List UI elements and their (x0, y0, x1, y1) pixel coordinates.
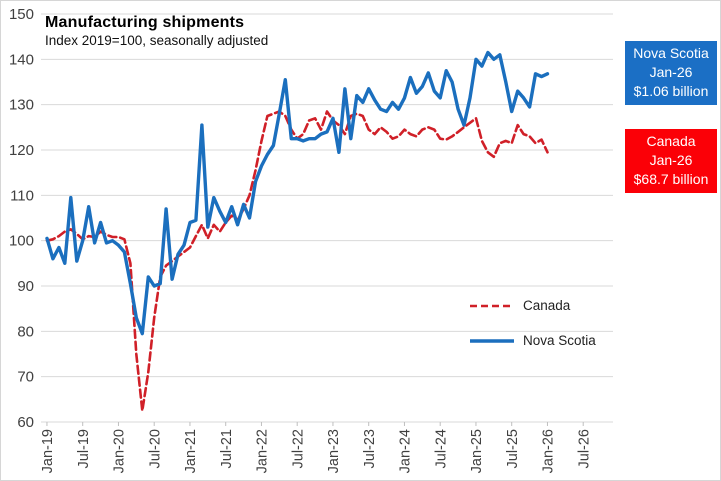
x-axis-tick-label: Jul-22 (290, 429, 306, 469)
series-line-canada (45, 110, 549, 413)
x-axis-tick-label: Jan-21 (183, 429, 199, 473)
y-axis-tick-label: 120 (9, 142, 34, 159)
callout-ns-date: Jan-26 (649, 64, 693, 80)
legend-label-nova-scotia: Nova Scotia (523, 333, 596, 348)
x-axis-tick-label: Jan-25 (469, 429, 485, 473)
x-axis-tick-label: Jan-23 (326, 429, 342, 473)
y-axis-tick-label: 150 (9, 6, 34, 23)
nova-scotia-solid-line-icon (470, 338, 514, 343)
x-axis-tick-label: Jul-26 (576, 429, 592, 469)
x-axis-tick-label: Jan-20 (112, 429, 128, 473)
title-block: Manufacturing shipments Index 2019=100, … (45, 13, 268, 49)
y-axis-tick-label: 60 (17, 414, 34, 431)
x-axis-tick-label: Jan-22 (255, 429, 271, 473)
x-axis-tick-label: Jul-25 (505, 429, 521, 469)
callout-canada-date: Jan-26 (649, 152, 693, 168)
callout-canada-series: Canada (646, 133, 696, 149)
legend-item-nova-scotia: Nova Scotia (469, 333, 596, 348)
callout-ns-value: $1.06 billion (633, 83, 709, 99)
callout-ns-series: Nova Scotia (633, 45, 709, 61)
y-axis-tick-label: 100 (9, 233, 34, 250)
legend-item-canada: Canada (469, 298, 570, 313)
y-axis-tick-label: 90 (17, 278, 34, 295)
canada-dashed-line-icon (470, 304, 514, 307)
y-axis-tick-label: 140 (9, 51, 34, 68)
x-axis-tick-label: Jan-26 (541, 429, 557, 473)
x-axis-tick-label: Jul-19 (76, 429, 92, 469)
series-line-nova-scotia (45, 50, 550, 336)
x-axis-tick-label: Jan-24 (398, 429, 414, 473)
chart-subtitle: Index 2019=100, seasonally adjusted (45, 33, 269, 48)
callout-nova-scotia: Nova Scotia Jan-26 $1.06 billion (625, 41, 717, 105)
chart-title: Manufacturing shipments (45, 14, 245, 31)
x-axis-tick-label: Jul-23 (362, 429, 378, 469)
x-axis-tick-label: Jan-19 (40, 429, 56, 473)
y-axis-tick-label: 80 (17, 323, 34, 340)
callout-canada-value: $68.7 billion (633, 171, 709, 187)
x-axis-tick-label: Jul-20 (147, 429, 163, 469)
y-axis-tick-label: 110 (10, 187, 34, 204)
y-axis-tick-label: 130 (9, 97, 34, 114)
callout-canada: Canada Jan-26 $68.7 billion (625, 129, 717, 193)
x-axis-tick-label: Jul-21 (219, 429, 235, 469)
y-axis-tick-label: 70 (17, 369, 34, 386)
x-axis-tick-label: Jul-24 (433, 429, 449, 469)
legend-label-canada: Canada (523, 298, 571, 313)
